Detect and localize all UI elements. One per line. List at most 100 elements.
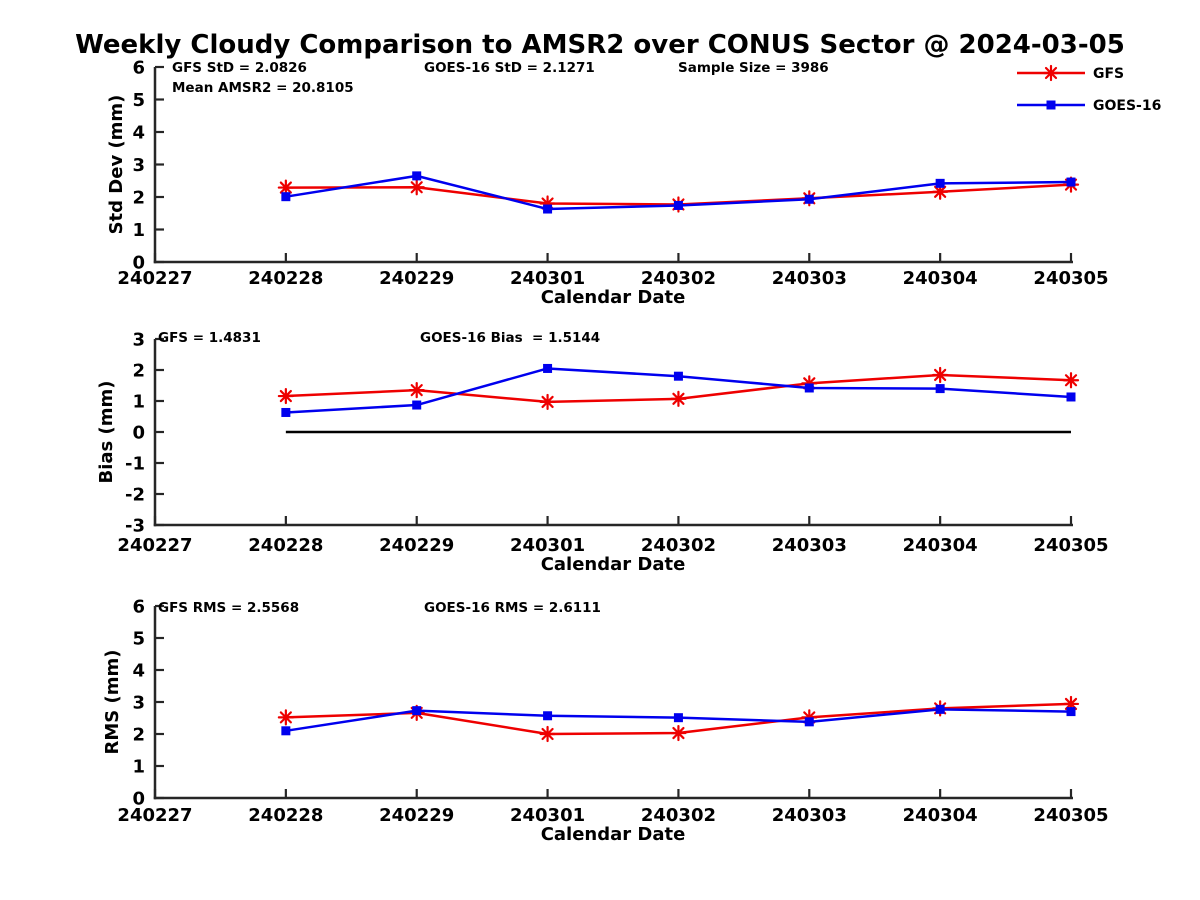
y-tick-label: 0 <box>132 423 145 444</box>
y-tick-label: 2 <box>132 361 145 382</box>
marker-goes-16 <box>935 384 945 394</box>
x-tick-label: 240301 <box>510 268 585 289</box>
y-tick-label: 1 <box>132 220 145 241</box>
x-tick-label: 240302 <box>641 268 716 289</box>
marker-goes-16 <box>412 171 422 181</box>
x-tick-label: 240227 <box>117 268 192 289</box>
marker-legend-goes-16 <box>1046 100 1056 110</box>
x-axis-title: Calendar Date <box>541 287 686 308</box>
marker-goes-16 <box>412 706 422 716</box>
y-tick-label: -2 <box>125 485 145 506</box>
y-tick-label: -1 <box>125 454 145 475</box>
marker-stroke <box>279 389 292 403</box>
marker-goes-16 <box>543 363 553 373</box>
x-tick-label: 240229 <box>379 535 454 556</box>
legend-label-gfs: GFS <box>1093 66 1124 82</box>
y-tick-label: -3 <box>125 516 145 537</box>
x-tick-label: 240305 <box>1033 268 1108 289</box>
annotation: GOES-16 StD = 2.1271 <box>424 60 595 76</box>
annotation: Sample Size = 3986 <box>678 60 829 76</box>
marker-goes-16 <box>281 726 291 736</box>
marker-stroke <box>279 181 292 194</box>
marker-stroke <box>541 395 554 409</box>
legend: GFS GOES-16 <box>1017 64 1161 114</box>
marker-goes-16 <box>673 371 683 381</box>
x-tick-label: 240227 <box>117 805 192 826</box>
x-tick-label: 240304 <box>903 268 978 289</box>
y-tick-label: 6 <box>132 58 145 79</box>
annotation: GFS StD = 2.0826 <box>172 60 307 76</box>
x-tick-label: 240305 <box>1033 805 1108 826</box>
marker-gfs <box>277 709 294 726</box>
marker-goes-16 <box>1066 177 1076 187</box>
x-tick-label: 240303 <box>772 268 847 289</box>
y-tick-label: 2 <box>132 188 145 209</box>
y-axis-title: Bias (mm) <box>96 381 117 484</box>
marker-stroke <box>1044 66 1058 80</box>
marker-gfs <box>408 382 425 399</box>
y-tick-label: 4 <box>132 123 145 144</box>
x-tick-label: 240228 <box>248 805 323 826</box>
marker-gfs <box>1062 372 1080 389</box>
marker-stroke <box>279 711 292 724</box>
marker-goes-16 <box>543 711 553 721</box>
y-tick-label: 1 <box>132 392 145 413</box>
annotation: GFS = 1.4831 <box>158 330 261 346</box>
x-tick-label: 240304 <box>903 805 978 826</box>
annotation: GOES-16 RMS = 2.6111 <box>424 600 601 616</box>
x-axis-title: Calendar Date <box>541 824 686 845</box>
y-tick-label: 5 <box>132 629 145 650</box>
x-tick-label: 240229 <box>379 805 454 826</box>
marker-goes-16 <box>281 192 291 202</box>
x-tick-label: 240303 <box>772 535 847 556</box>
marker-goes-16 <box>543 204 553 214</box>
x-tick-label: 240228 <box>248 268 323 289</box>
marker-goes-16 <box>804 194 814 204</box>
marker-stroke <box>410 181 423 194</box>
marker-goes-16 <box>804 383 814 393</box>
y-tick-label: 3 <box>132 155 145 176</box>
rms-chart: 0 1 2 3 4 5 6 240227 240228 240229 240301 240302 240… <box>102 597 1109 846</box>
y-tick-label: 0 <box>132 789 145 810</box>
marker-stroke <box>1064 374 1078 387</box>
marker-gfs <box>670 390 687 407</box>
marker-stroke <box>541 727 554 741</box>
marker-gfs <box>539 393 556 411</box>
marker-gfs <box>932 366 949 384</box>
marker-stroke <box>410 384 423 397</box>
marker-gfs <box>277 179 294 196</box>
marker-goes-16 <box>673 200 683 210</box>
y-tick-label: 1 <box>132 757 145 778</box>
y-axis-title: RMS (mm) <box>102 650 123 755</box>
y-tick-label: 0 <box>132 253 145 274</box>
stddev-chart: 0 1 2 3 4 5 6 240227 240228 240229 240301 240302 240… <box>106 58 1109 309</box>
marker-goes-16 <box>804 717 814 727</box>
x-axis-title: Calendar Date <box>541 554 686 575</box>
annotation: Mean AMSR2 = 20.8105 <box>172 80 354 96</box>
x-tick-label: 240228 <box>248 535 323 556</box>
marker-gfs <box>277 387 294 405</box>
marker-goes-16 <box>412 400 422 410</box>
marker-goes-16 <box>1066 392 1076 402</box>
y-tick-label: 2 <box>132 725 145 746</box>
legend-label-goes-16: GOES-16 <box>1093 98 1161 114</box>
marker-goes-16 <box>673 713 683 723</box>
marker-stroke <box>672 392 685 405</box>
y-tick-label: 5 <box>132 90 145 111</box>
x-tick-label: 240302 <box>641 805 716 826</box>
y-tick-label: 4 <box>132 661 145 682</box>
annotation: GOES-16 Bias = 1.5144 <box>420 330 600 346</box>
marker-gfs <box>408 179 425 196</box>
y-tick-label: 6 <box>132 597 145 618</box>
marker-stroke <box>934 185 947 198</box>
marker-goes-16 <box>935 178 945 188</box>
x-tick-label: 240302 <box>641 535 716 556</box>
x-tick-label: 240227 <box>117 535 192 556</box>
marker-stroke <box>672 726 685 740</box>
x-tick-label: 240301 <box>510 805 585 826</box>
y-tick-label: 3 <box>132 330 145 351</box>
x-tick-label: 240303 <box>772 805 847 826</box>
marker-goes-16 <box>281 407 291 417</box>
